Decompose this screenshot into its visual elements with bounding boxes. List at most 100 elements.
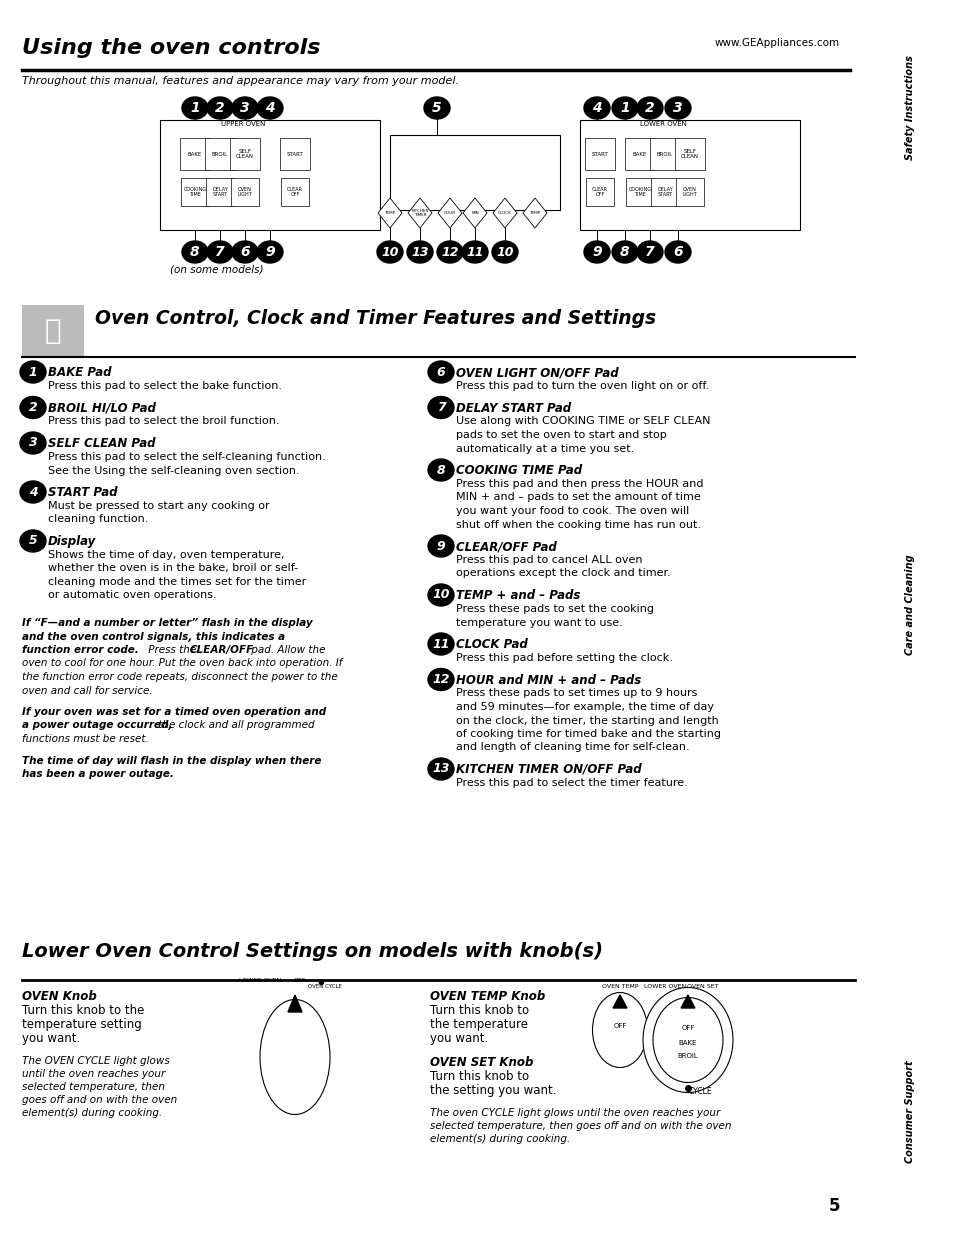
Text: If your oven was set for a timed oven operation and: If your oven was set for a timed oven op… xyxy=(22,706,326,718)
Bar xyxy=(584,138,615,170)
Bar xyxy=(649,138,679,170)
Text: and length of cleaning time for self-clean.: and length of cleaning time for self-cle… xyxy=(456,742,689,752)
Text: 9: 9 xyxy=(265,245,274,259)
Text: Safety Instructions: Safety Instructions xyxy=(904,56,914,161)
Bar xyxy=(390,135,559,210)
Text: UPPER OVEN: UPPER OVEN xyxy=(221,121,266,127)
Ellipse shape xyxy=(256,98,283,119)
Text: LOWER OVEN: LOWER OVEN xyxy=(639,121,686,127)
Bar xyxy=(181,178,209,206)
Text: 7: 7 xyxy=(644,245,654,259)
Text: MIN: MIN xyxy=(471,211,478,215)
Text: 10: 10 xyxy=(432,589,449,601)
Text: OVEN CYCLE: OVEN CYCLE xyxy=(308,984,341,989)
Text: 9: 9 xyxy=(592,245,601,259)
Bar xyxy=(206,178,233,206)
Text: CLEAR
OFF: CLEAR OFF xyxy=(592,186,607,198)
Text: shut off when the cooking time has run out.: shut off when the cooking time has run o… xyxy=(456,520,700,530)
Text: Press this pad and then press the HOUR and: Press this pad and then press the HOUR a… xyxy=(456,479,702,489)
Bar xyxy=(180,138,210,170)
Text: Lower Oven Control Settings on models with knob(s): Lower Oven Control Settings on models wi… xyxy=(22,942,602,961)
Text: 1: 1 xyxy=(190,101,199,115)
Bar xyxy=(231,178,258,206)
Ellipse shape xyxy=(436,241,462,263)
Ellipse shape xyxy=(583,241,609,263)
Text: OVEN
LIGHT: OVEN LIGHT xyxy=(237,186,253,198)
Text: Press this pad to turn the oven light on or off.: Press this pad to turn the oven light on… xyxy=(456,382,708,391)
Text: of cooking time for timed bake and the starting: of cooking time for timed bake and the s… xyxy=(456,729,720,739)
Text: Press these pads to set times up to 9 hours: Press these pads to set times up to 9 ho… xyxy=(456,688,697,699)
Text: 13: 13 xyxy=(411,246,428,258)
Bar xyxy=(280,138,310,170)
Text: 3: 3 xyxy=(240,101,250,115)
Text: OFF: OFF xyxy=(294,978,306,983)
Text: START: START xyxy=(591,152,608,157)
Ellipse shape xyxy=(256,241,283,263)
Text: you want.: you want. xyxy=(22,1032,80,1045)
Text: oven to cool for one hour. Put the oven back into operation. If: oven to cool for one hour. Put the oven … xyxy=(22,658,342,668)
Ellipse shape xyxy=(232,98,257,119)
Text: BAKE Pad: BAKE Pad xyxy=(48,366,112,379)
Ellipse shape xyxy=(20,396,46,419)
Text: KITCHEN TIMER ON/OFF Pad: KITCHEN TIMER ON/OFF Pad xyxy=(456,763,641,776)
Text: Shows the time of day, oven temperature,: Shows the time of day, oven temperature, xyxy=(48,550,284,559)
Text: 3: 3 xyxy=(673,101,682,115)
Text: The oven CYCLE light glows until the oven reaches your: The oven CYCLE light glows until the ove… xyxy=(430,1108,720,1118)
Text: Press these pads to set the cooking: Press these pads to set the cooking xyxy=(456,604,654,614)
Text: SELF
CLEAN: SELF CLEAN xyxy=(680,148,699,159)
Text: 6: 6 xyxy=(240,245,250,259)
Ellipse shape xyxy=(637,98,662,119)
Text: 8: 8 xyxy=(436,463,445,477)
Text: 8: 8 xyxy=(190,245,199,259)
Text: Press this pad before setting the clock.: Press this pad before setting the clock. xyxy=(456,653,672,663)
Text: CLEAR/OFF Pad: CLEAR/OFF Pad xyxy=(456,540,557,553)
Bar xyxy=(579,120,800,230)
Text: temperature setting: temperature setting xyxy=(22,1018,142,1031)
Text: Using the oven controls: Using the oven controls xyxy=(22,38,320,58)
Text: and 59 minutes—for example, the time of day: and 59 minutes—for example, the time of … xyxy=(456,701,713,713)
Text: 7: 7 xyxy=(215,245,225,259)
Ellipse shape xyxy=(20,432,46,454)
Text: 7: 7 xyxy=(436,401,445,414)
Ellipse shape xyxy=(182,98,208,119)
Text: Turn this knob to: Turn this knob to xyxy=(430,1070,529,1083)
Text: 10: 10 xyxy=(381,246,398,258)
Text: COOKING
TIME: COOKING TIME xyxy=(628,186,651,198)
Text: the setting you want.: the setting you want. xyxy=(430,1084,556,1097)
Text: you want.: you want. xyxy=(430,1032,488,1045)
Ellipse shape xyxy=(232,241,257,263)
Text: (on some models): (on some models) xyxy=(170,264,263,274)
Text: SELF
CLEAN: SELF CLEAN xyxy=(235,148,253,159)
Text: 11: 11 xyxy=(466,246,483,258)
Text: Turn this knob to the: Turn this knob to the xyxy=(22,1004,144,1016)
Text: www.GEAppliances.com: www.GEAppliances.com xyxy=(714,38,840,48)
Text: Troubleshooting Tips: Troubleshooting Tips xyxy=(904,800,914,916)
Polygon shape xyxy=(613,995,626,1008)
Text: OVEN LIGHT ON/OFF Pad: OVEN LIGHT ON/OFF Pad xyxy=(456,366,618,379)
Ellipse shape xyxy=(612,98,638,119)
Text: element(s) during cooking.: element(s) during cooking. xyxy=(22,1108,162,1118)
Text: Display: Display xyxy=(48,535,96,548)
Text: HOUR: HOUR xyxy=(443,211,456,215)
Ellipse shape xyxy=(207,241,233,263)
Text: 5: 5 xyxy=(29,535,37,547)
Ellipse shape xyxy=(182,241,208,263)
Text: cleaning mode and the times set for the timer: cleaning mode and the times set for the … xyxy=(48,577,306,587)
Text: and the oven control signals, this indicates a: and the oven control signals, this indic… xyxy=(22,631,285,641)
Text: DELAY
START: DELAY START xyxy=(212,186,228,198)
Text: Press the: Press the xyxy=(145,645,199,655)
Ellipse shape xyxy=(664,98,690,119)
Text: COOKING TIME Pad: COOKING TIME Pad xyxy=(456,464,581,477)
Text: 3: 3 xyxy=(29,436,37,450)
Text: LOWER OVEN: LOWER OVEN xyxy=(643,984,685,989)
Ellipse shape xyxy=(612,241,638,263)
Text: TEMP + and – Pads: TEMP + and – Pads xyxy=(456,589,579,601)
Text: Press this pad to select the timer feature.: Press this pad to select the timer featu… xyxy=(456,778,687,788)
Bar xyxy=(650,178,679,206)
Text: TEMP: TEMP xyxy=(384,211,395,215)
Bar xyxy=(624,138,655,170)
Bar xyxy=(625,178,654,206)
Polygon shape xyxy=(462,198,486,228)
Text: element(s) during cooking.: element(s) during cooking. xyxy=(430,1134,570,1144)
Text: 5: 5 xyxy=(432,101,441,115)
